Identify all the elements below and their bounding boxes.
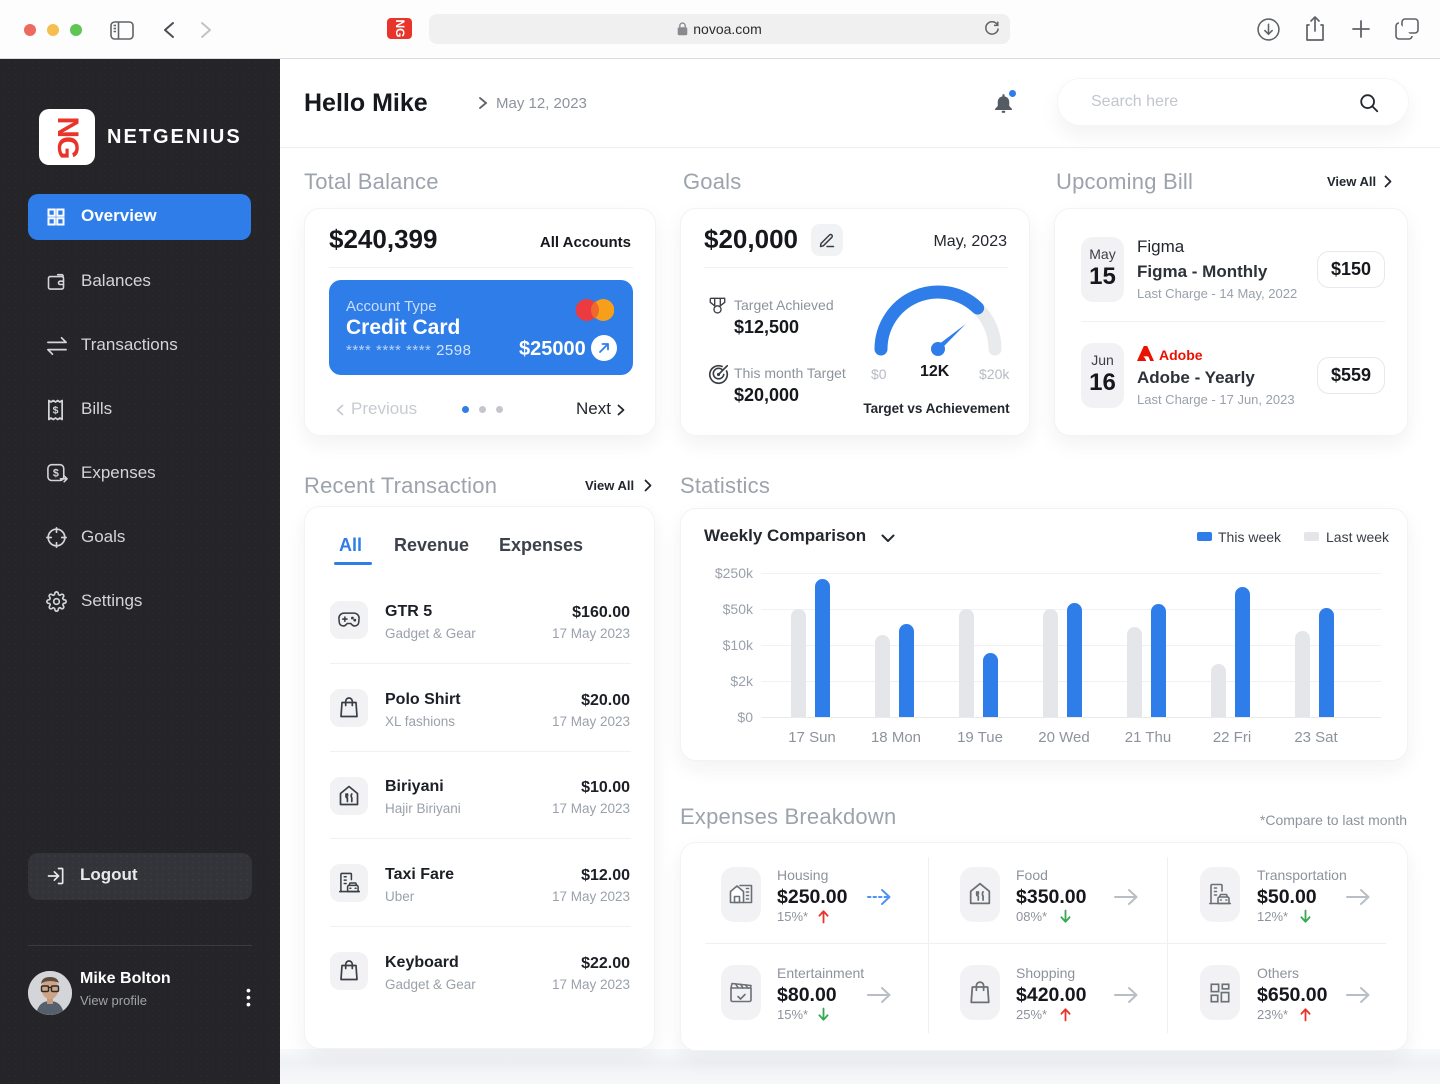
svg-text:$: $	[53, 405, 59, 416]
svg-text:$: $	[53, 467, 59, 479]
